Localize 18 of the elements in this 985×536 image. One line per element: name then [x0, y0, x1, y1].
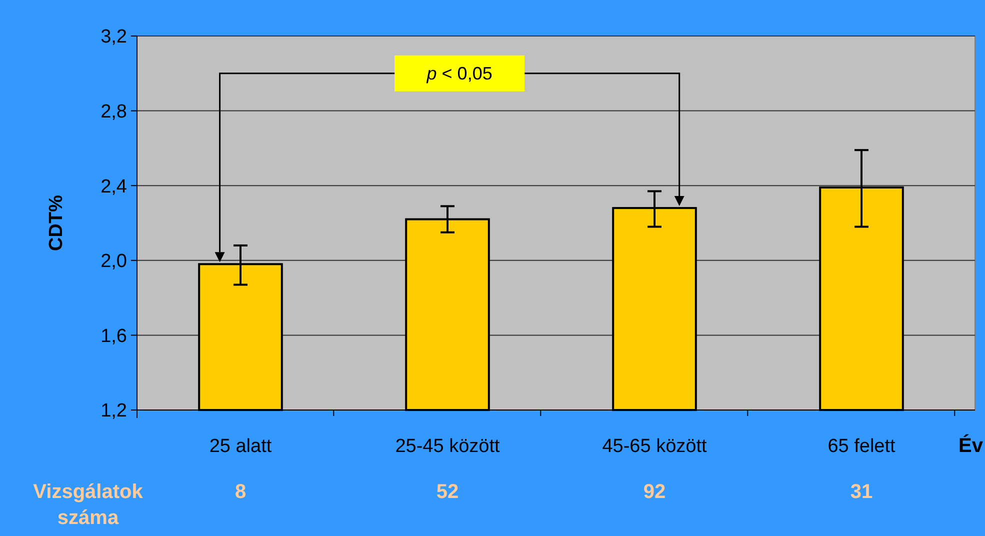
x-tick-label: 25-45 között	[395, 436, 500, 457]
annotation: p < 0,05	[426, 64, 492, 84]
text: 8	[234, 481, 246, 503]
y-tick-label: 2,8	[100, 101, 127, 122]
x-axis-title: Év	[958, 434, 984, 457]
y-tick-label: 2,0	[100, 251, 127, 272]
text: 92	[643, 481, 666, 503]
x-tick-label: 65 felett	[828, 436, 896, 457]
text: Vizsgálatok száma	[33, 481, 144, 529]
y-axis-title: CDT%	[46, 194, 67, 251]
y-tick-label: 1,6	[100, 326, 127, 347]
y-tick-label: 2,4	[100, 176, 128, 198]
y-tick-label: 3,2	[100, 26, 127, 48]
x-tick-label: 25 alatt	[209, 436, 272, 457]
x-tick-label: 45-65 között	[602, 436, 708, 457]
text: 31	[850, 481, 873, 503]
y-tick-label: 1,2	[100, 400, 127, 422]
text: 52	[436, 481, 459, 503]
